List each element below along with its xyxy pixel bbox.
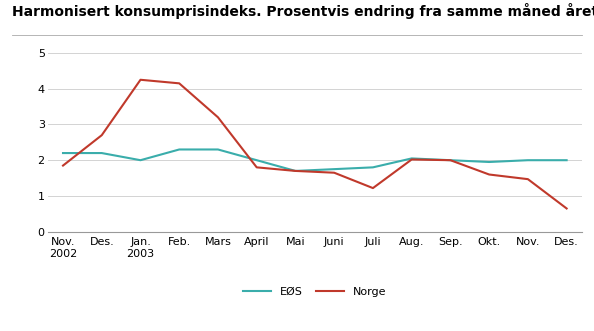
EØS — [408, 157, 415, 161]
EØS — [563, 158, 570, 162]
EØS — [525, 158, 532, 162]
Text: Harmonisert konsumprisindeks. Prosentvis endring fra samme måned året før: Harmonisert konsumprisindeks. Prosentvis… — [12, 3, 594, 19]
EØS — [137, 158, 144, 162]
EØS — [176, 148, 183, 152]
Norge — [214, 115, 222, 119]
Line: EØS: EØS — [63, 150, 567, 171]
Norge — [98, 133, 105, 137]
Norge — [563, 207, 570, 211]
EØS — [485, 160, 492, 164]
EØS — [369, 166, 377, 169]
Norge — [137, 78, 144, 82]
Norge — [485, 172, 492, 176]
EØS — [214, 148, 222, 152]
EØS — [447, 158, 454, 162]
EØS — [292, 169, 299, 173]
Norge — [408, 158, 415, 162]
EØS — [98, 151, 105, 155]
Legend: EØS, Norge: EØS, Norge — [239, 282, 391, 301]
Norge — [176, 81, 183, 85]
EØS — [59, 151, 67, 155]
Norge — [447, 158, 454, 162]
Norge — [369, 186, 377, 190]
Norge — [525, 177, 532, 181]
Norge — [253, 166, 260, 169]
Line: Norge: Norge — [63, 80, 567, 209]
Norge — [331, 171, 338, 175]
Norge — [292, 169, 299, 173]
EØS — [331, 167, 338, 171]
EØS — [253, 158, 260, 162]
Norge — [59, 164, 67, 167]
